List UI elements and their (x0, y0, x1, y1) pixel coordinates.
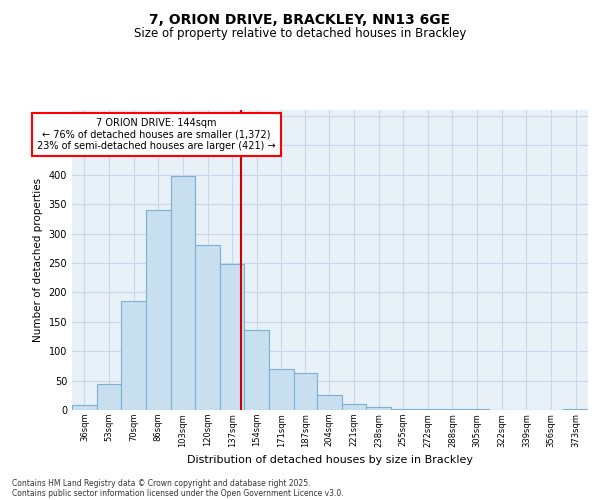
Text: 7, ORION DRIVE, BRACKLEY, NN13 6GE: 7, ORION DRIVE, BRACKLEY, NN13 6GE (149, 12, 451, 26)
Text: Size of property relative to detached houses in Brackley: Size of property relative to detached ho… (134, 28, 466, 40)
Y-axis label: Number of detached properties: Number of detached properties (33, 178, 43, 342)
Bar (317, 396, 341, 410)
Bar (220, 264, 244, 410)
Text: Contains public sector information licensed under the Open Government Licence v3: Contains public sector information licen… (12, 488, 344, 498)
X-axis label: Distribution of detached houses by size in Brackley: Distribution of detached houses by size … (187, 455, 473, 465)
Bar (146, 210, 170, 410)
Bar (341, 404, 366, 410)
Bar (391, 409, 416, 410)
Text: 7 ORION DRIVE: 144sqm
← 76% of detached houses are smaller (1,372)
23% of semi-d: 7 ORION DRIVE: 144sqm ← 76% of detached … (37, 118, 276, 151)
Bar (121, 301, 146, 410)
Bar (195, 246, 220, 410)
Bar (294, 373, 317, 410)
Bar (416, 409, 440, 410)
Bar (563, 409, 588, 410)
Bar (244, 330, 269, 410)
Text: Contains HM Land Registry data © Crown copyright and database right 2025.: Contains HM Land Registry data © Crown c… (12, 478, 311, 488)
Bar (72, 406, 97, 410)
Bar (170, 176, 195, 410)
Bar (269, 369, 294, 410)
Bar (97, 384, 121, 410)
Bar (366, 407, 391, 410)
